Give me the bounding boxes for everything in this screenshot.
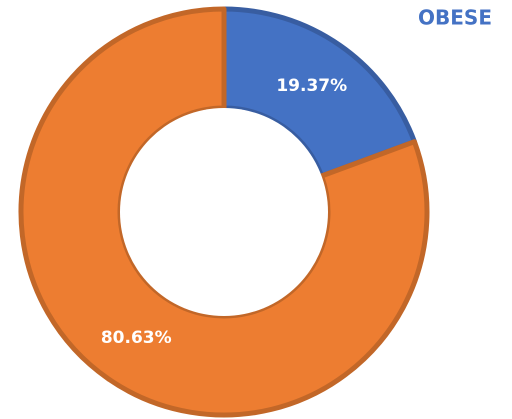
data-label: 80.63% (101, 328, 172, 348)
donut-segment (221, 6, 417, 179)
donut-hole-edge (120, 108, 328, 316)
chart-title: OBESE (418, 6, 492, 30)
data-label: 19.37% (276, 76, 347, 96)
